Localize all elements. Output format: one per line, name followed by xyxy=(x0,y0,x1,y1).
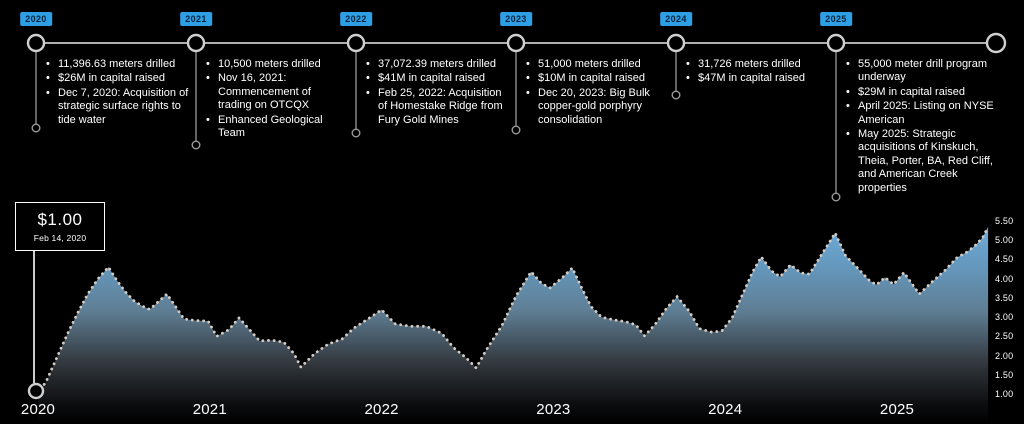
y-axis-label-4.00: 4.00 xyxy=(995,273,1014,284)
milestone-connector-end-dot xyxy=(671,90,681,100)
milestone-column-2023: 51,000 meters drilled$10M in capital rai… xyxy=(524,58,658,128)
x-axis-label-2024: 2024 xyxy=(708,401,743,418)
y-axis-label-1.50: 1.50 xyxy=(995,369,1014,380)
milestone-column-2024: 31,726 meters drilled$47M in capital rai… xyxy=(684,58,824,87)
milestone-item: Nov 16, 2021: Commencement of trading on… xyxy=(204,72,342,112)
y-axis-label-5.50: 5.50 xyxy=(995,216,1014,226)
y-axis-label-1.00: 1.00 xyxy=(995,389,1014,399)
y-axis-label-2.50: 2.50 xyxy=(995,331,1014,342)
milestone-item: Dec 20, 2023: Big Bulk copper-gold porph… xyxy=(524,87,658,127)
milestone-column-2020: 11,396.63 meters drilled$26M in capital … xyxy=(44,58,194,128)
timeline-node-circle xyxy=(26,33,46,53)
timeline-year-badge-2020: 2020 xyxy=(20,12,52,26)
timeline-node-circle xyxy=(186,33,206,53)
timeline-year-badge-2025: 2025 xyxy=(820,12,852,26)
timeline-node-circle xyxy=(506,33,526,53)
milestone-column-2025: 55,000 meter drill program underway$29M … xyxy=(844,58,1008,196)
milestone-item: $29M in capital raised xyxy=(844,86,1008,100)
timeline-year-badge-2021: 2021 xyxy=(180,12,212,26)
timeline-node-circle xyxy=(666,33,686,53)
x-axis-label-2020: 2020 xyxy=(20,401,56,418)
y-axis-label-4.50: 4.50 xyxy=(995,254,1014,265)
milestone-item: 55,000 meter drill program underway xyxy=(844,58,1008,85)
timeline-node-circle xyxy=(826,33,846,53)
milestone-item: April 2025: Listing on NYSE American xyxy=(844,100,1008,127)
x-axis-label-2023: 2023 xyxy=(536,401,571,418)
timeline-node-circle xyxy=(346,33,366,53)
y-axis-label-5.00: 5.00 xyxy=(995,235,1014,246)
price-callout: $1.00 Feb 14, 2020 xyxy=(15,202,105,251)
x-axis-label-2025: 2025 xyxy=(879,401,915,418)
x-axis-label-2021: 2021 xyxy=(192,401,227,418)
timeline-year-badge-2022: 2022 xyxy=(340,12,372,26)
y-axis-label-3.00: 3.00 xyxy=(995,312,1014,323)
timeline-end-circle xyxy=(985,32,1007,54)
callout-price: $1.00 xyxy=(37,210,83,229)
y-axis-label-2.00: 2.00 xyxy=(995,350,1014,361)
milestone-connector-end-dot xyxy=(831,192,841,202)
milestone-connector-end-dot xyxy=(31,123,41,133)
timeline-year-badge-2023: 2023 xyxy=(500,12,532,26)
milestone-column-2021: 10,500 meters drilledNov 16, 2021: Comme… xyxy=(204,58,342,141)
milestone-item: 11,396.63 meters drilled xyxy=(44,58,194,72)
start-price-marker xyxy=(27,382,45,400)
milestone-connector-end-dot xyxy=(511,125,521,135)
milestone-item: 10,500 meters drilled xyxy=(204,58,342,72)
milestone-item: Dec 7, 2020: Acquisition of strategic su… xyxy=(44,87,194,127)
x-axis-label-2022: 2022 xyxy=(364,401,399,418)
milestone-item: Enhanced Geological Team xyxy=(204,114,342,141)
timeline-year-badge-2024: 2024 xyxy=(660,12,692,26)
milestone-item: May 2025: Strategic acquisitions of Kins… xyxy=(844,128,1008,195)
milestone-item: $10M in capital raised xyxy=(524,72,658,86)
milestone-item: $26M in capital raised xyxy=(44,72,194,86)
callout-date: Feb 14, 2020 xyxy=(33,233,87,243)
milestone-item: 51,000 meters drilled xyxy=(524,58,658,72)
price-area xyxy=(38,226,989,424)
price-line-dotted xyxy=(36,225,990,396)
milestone-item: $47M in capital raised xyxy=(684,72,824,86)
milestone-connector-end-dot xyxy=(351,128,361,138)
milestone-connector-end-dot xyxy=(191,140,201,150)
milestone-item: 31,726 meters drilled xyxy=(684,58,824,72)
y-axis-label-3.50: 3.50 xyxy=(995,292,1014,303)
milestone-item: 37,072.39 meters drilled xyxy=(364,58,512,72)
milestone-item: Feb 25, 2022: Acquisition of Homestake R… xyxy=(364,87,512,127)
milestone-item: $41M in capital raised xyxy=(364,72,512,86)
milestone-column-2022: 37,072.39 meters drilled$41M in capital … xyxy=(364,58,512,128)
